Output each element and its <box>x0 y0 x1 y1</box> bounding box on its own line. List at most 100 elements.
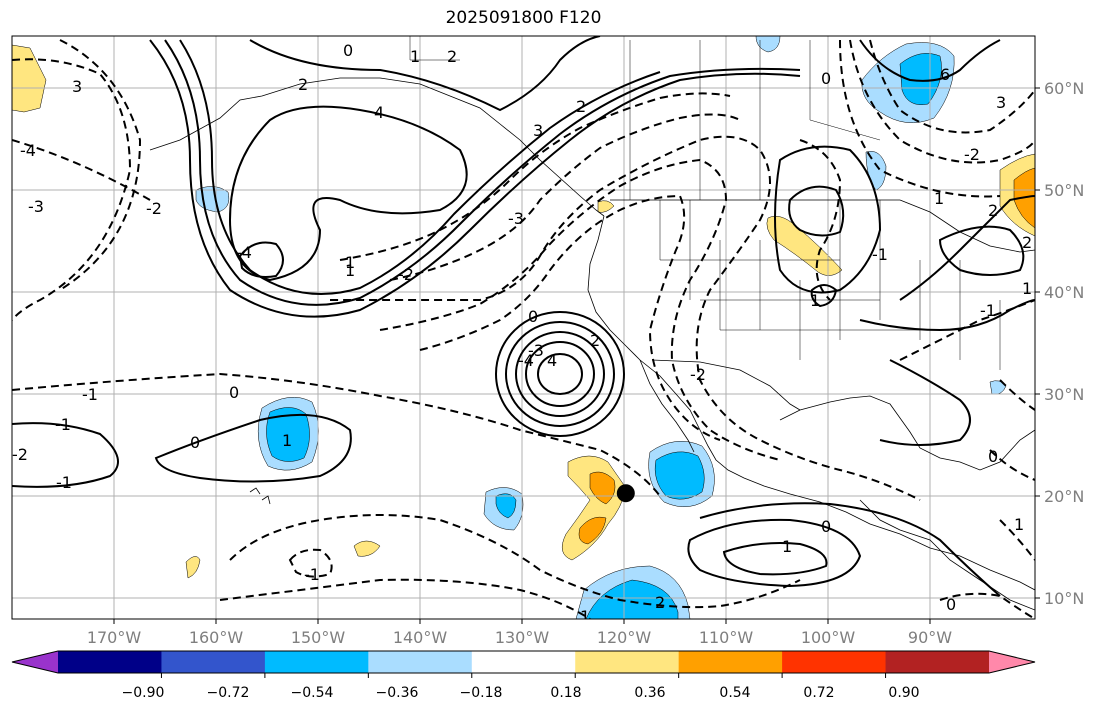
contour-label: -2 <box>964 145 980 164</box>
colorbar-label: −0.36 <box>376 685 419 701</box>
yellow-region-142w <box>353 540 381 557</box>
lon-tick-label: 170°W <box>87 628 142 647</box>
contour-label: -3 <box>28 197 44 216</box>
colorbar-label: −0.18 <box>460 685 503 701</box>
colorbar-label: 0.54 <box>719 685 750 701</box>
lon-tick-label: 90°W <box>908 628 952 647</box>
colorbar-label: 0.90 <box>888 685 919 701</box>
alaska-coast <box>149 77 605 217</box>
lat-tick-label: 50°N <box>1044 181 1084 200</box>
contour-label: 1 <box>934 189 944 208</box>
contour-label: -1 <box>872 245 888 264</box>
lat-tick-label: 30°N <box>1044 385 1084 404</box>
contour-label: -2 <box>146 199 162 218</box>
yellow-region-164w <box>185 556 201 579</box>
colorbar-segment <box>58 651 162 673</box>
colorbar-segment <box>161 651 266 673</box>
lon-tick-label: 100°W <box>801 628 856 647</box>
contour-label: -3 <box>528 341 544 360</box>
orange-region-123w <box>578 516 607 545</box>
contour-label: 0 <box>528 307 538 326</box>
baja-coast <box>639 359 695 453</box>
lat-tick-label: 10°N <box>1044 589 1084 608</box>
lon-tick-label: 140°W <box>393 628 448 647</box>
contour-label: 2 <box>988 201 998 220</box>
contour-label: 1 <box>1022 279 1032 298</box>
contour-label: 1 <box>282 431 292 450</box>
contour-label: 0 <box>343 41 353 60</box>
shading-layer <box>12 36 1035 619</box>
contour-label: 1 <box>810 291 820 310</box>
lat-axis <box>1035 87 1040 599</box>
contour-label: 3 <box>996 93 1006 112</box>
colorbar-label: −0.90 <box>122 685 165 701</box>
contour-label: 3 <box>72 77 82 96</box>
colorbar-label: −0.54 <box>291 685 334 701</box>
contour-label: 1 <box>345 261 355 280</box>
colorbar-label: 0.18 <box>550 685 581 701</box>
lat-tick-labels: 60°N 50°N 40°N 30°N 20°N 10°N <box>1044 79 1084 608</box>
lon-axis <box>113 619 931 624</box>
contour-label: -2 <box>12 445 28 464</box>
contour-label: 6 <box>940 65 950 84</box>
contour-label: 4 <box>374 103 384 122</box>
lon-tick-labels: 170°W 160°W 150°W 140°W 130°W 120°W 110°… <box>87 628 952 647</box>
blue-region-125w <box>495 493 517 519</box>
contour-label: -2 <box>690 365 706 384</box>
contour-label: 2 <box>298 75 308 94</box>
contour-label: -1 <box>82 385 98 404</box>
contour-label: 2 <box>576 97 586 116</box>
contour-label: -4 <box>518 351 534 370</box>
lightblue-region-top <box>755 36 781 53</box>
contour-label: -4 <box>20 141 36 160</box>
contour-label: 2 <box>655 593 665 612</box>
yellow-region-nw <box>12 44 47 113</box>
contour-label: 1 <box>1014 515 1024 534</box>
graticule <box>12 36 1035 619</box>
contour-label: 0 <box>229 383 239 402</box>
contour-label: 0 <box>190 433 200 452</box>
colorbar-extend-high <box>989 651 1035 673</box>
blue-region-ne <box>899 53 942 105</box>
lat-tick-label: 60°N <box>1044 79 1084 98</box>
lon-tick-label: 150°W <box>291 628 346 647</box>
contour-label: 0 <box>821 69 831 88</box>
contour-label: 0 <box>821 517 831 536</box>
state-lines <box>659 200 1001 370</box>
blue-region-115w <box>654 451 705 500</box>
yellow-region-coast <box>597 200 615 213</box>
lon-tick-label: 130°W <box>495 628 550 647</box>
storm-marker <box>616 484 635 503</box>
colorbar <box>11 650 1036 678</box>
contour-label: 1 <box>782 537 792 556</box>
contour-label: 0 <box>988 447 998 466</box>
contour-label: 1 <box>580 607 590 626</box>
colorbar-label: 0.72 <box>803 685 834 701</box>
canada-lines <box>409 36 881 200</box>
contour-label: 2 <box>1022 233 1032 252</box>
contour-label: -1 <box>56 473 72 492</box>
contour-label: 4 <box>547 351 557 370</box>
colorbar-segment <box>264 651 369 673</box>
contour-label: -1 <box>980 301 996 320</box>
colorbar-segment <box>885 651 990 673</box>
contour-label: 3 <box>533 121 543 140</box>
lon-tick-label: 160°W <box>189 628 244 647</box>
gulf-coast <box>779 395 1035 471</box>
contour-label: 2 <box>447 47 457 66</box>
contour-label: -4 <box>236 243 252 262</box>
contour-label: -1 <box>55 415 71 434</box>
coastlines <box>149 36 1035 611</box>
map-panel: 0 2 4 3 2 0 1 2 3 -2 -3 -4 -3 -2 -1 0 1 … <box>12 36 1035 626</box>
map-frame <box>11 35 1036 620</box>
lon-tick-label: 110°W <box>699 628 754 647</box>
west-coast <box>587 215 1035 591</box>
lon-tick-label: 120°W <box>597 628 652 647</box>
contour-label: 2 <box>590 331 600 350</box>
colorbar-segment <box>678 651 783 673</box>
us-mexico-border <box>651 359 801 411</box>
contour-label: -3 <box>508 209 524 228</box>
colorbar-labels: −0.90 −0.72 −0.54 −0.36 −0.18 0.18 0.36 … <box>122 685 920 701</box>
colorbar-label: 0.36 <box>634 685 665 701</box>
